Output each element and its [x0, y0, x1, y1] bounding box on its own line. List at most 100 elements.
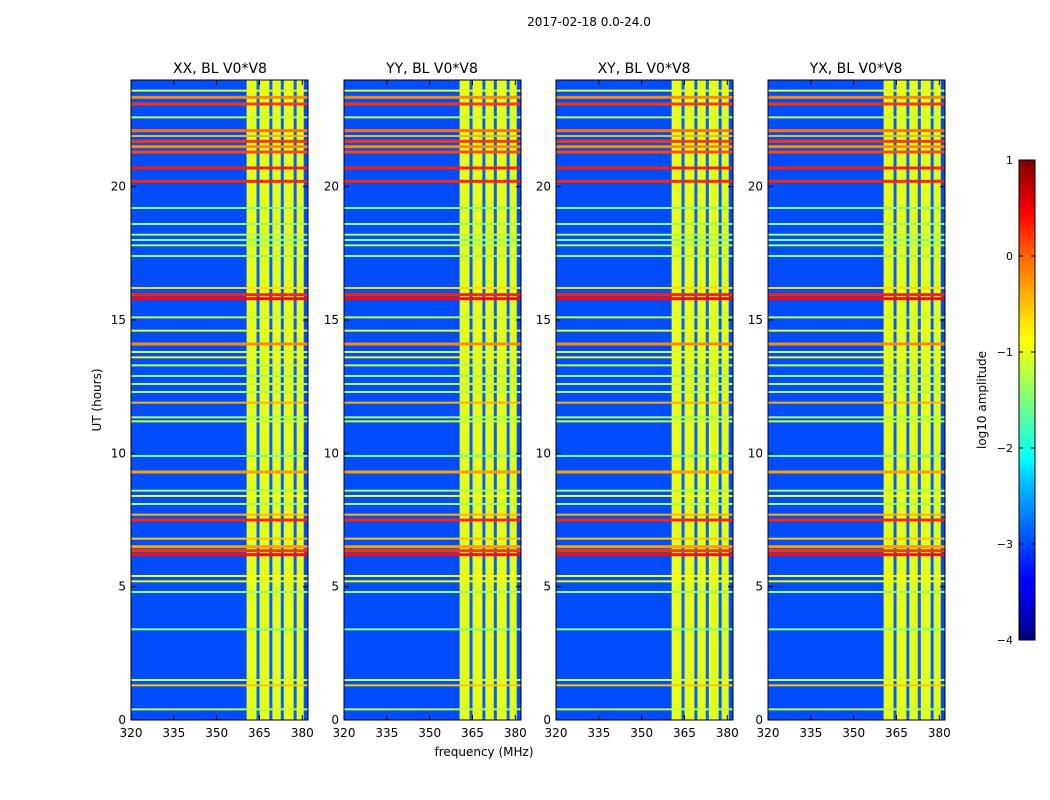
rfi-line: [556, 207, 733, 209]
x-tick-label: 365: [885, 726, 908, 740]
rfi-line: [131, 239, 308, 241]
heatmap-xy: [556, 80, 733, 720]
colorbar: 1 0 −1 −2 −3 −4 log10 amplitude: [975, 154, 1036, 647]
colorbar-tick-label: −3: [997, 538, 1013, 551]
x-tick-label: 335: [162, 726, 185, 740]
rfi-line: [768, 518, 945, 522]
rfi-line: [768, 383, 945, 385]
y-tick-label: 10: [748, 446, 763, 460]
rfi-line: [131, 470, 308, 474]
rfi-line: [131, 416, 308, 419]
figure-title: 2017-02-18 0.0-24.0: [527, 15, 651, 29]
rfi-line: [768, 628, 945, 631]
rfi-line: [556, 145, 733, 149]
y-axis-label: UT (hours): [90, 368, 104, 431]
rfi-line: [131, 503, 308, 505]
x-tick-label: 320: [545, 726, 568, 740]
rfi-line: [344, 207, 521, 209]
subband-gap: [293, 80, 297, 720]
rfi-line: [131, 489, 308, 492]
panel-xx: XX, BL V0*V8 320 335 350 365 380 0 5 10 15 20: [111, 61, 314, 740]
rfi-line: [768, 129, 945, 133]
rfi-line: [556, 375, 733, 377]
rfi-line: [556, 351, 733, 353]
x-axis-label: frequency (MHz): [434, 745, 533, 759]
rfi-line: [768, 135, 945, 137]
rfi-line: [344, 139, 521, 143]
subband-gap: [506, 80, 510, 720]
y-tick-label: 20: [536, 180, 551, 194]
y-tick-label: 0: [755, 713, 763, 727]
rfi-line: [556, 244, 733, 247]
rfi-line: [344, 537, 521, 540]
rfi-line: [344, 455, 521, 457]
rfi-line: [768, 391, 945, 393]
rfi-line: [768, 145, 945, 149]
rfi-line: [344, 150, 521, 154]
y-tick-label: 5: [118, 580, 126, 594]
rfi-line: [344, 364, 521, 367]
rfi-line: [344, 351, 521, 353]
rfi-line: [556, 513, 733, 516]
rfi-line: [131, 287, 308, 289]
rfi-line: [344, 580, 521, 583]
rfi-line: [556, 129, 733, 133]
rfi-line: [131, 179, 308, 183]
x-tick-label: 350: [630, 726, 653, 740]
rfi-line: [131, 513, 308, 516]
rfi-line: [131, 375, 308, 377]
y-tick-label: 10: [324, 446, 339, 460]
rfi-line: [131, 150, 308, 154]
y-tick-label: 20: [324, 180, 339, 194]
rfi-line: [768, 401, 945, 404]
rfi-line: [768, 150, 945, 154]
rfi-line: [768, 329, 945, 332]
rfi-line: [556, 383, 733, 385]
rfi-line: [768, 513, 945, 516]
y-tick-label: 15: [536, 313, 551, 327]
rfi-line: [344, 102, 521, 106]
rfi-line: [131, 89, 308, 92]
rfi-line: [131, 684, 308, 687]
rfi-line: [131, 575, 308, 577]
rfi-line: [131, 553, 308, 557]
x-tick-label: 320: [120, 726, 143, 740]
rfi-line: [131, 391, 308, 393]
rfi-line: [131, 223, 308, 225]
rfi-line: [344, 513, 521, 516]
plot-frame-xy: [555, 79, 734, 721]
ticks-yx: 320 335 350 365 380 0 5 10 15 20: [748, 80, 951, 740]
colorbar-label: log10 amplitude: [975, 351, 989, 449]
rfi-line: [768, 244, 945, 247]
rfi-line: [768, 495, 945, 497]
rfi-line: [556, 356, 733, 359]
rfi-line: [556, 679, 733, 681]
rfi-line: [344, 233, 521, 236]
rfi-line: [131, 139, 308, 143]
rfi-line: [131, 364, 308, 367]
rfi-line: [556, 684, 733, 687]
y-tick-label: 15: [748, 313, 763, 327]
panel-title-yy: YY, BL V0*V8: [385, 61, 478, 77]
heatmap-yx: [768, 80, 945, 720]
rfi-line: [556, 179, 733, 183]
rfi-line: [556, 503, 733, 505]
rfi-line: [768, 420, 945, 423]
rfi-line: [556, 287, 733, 289]
y-tick-label: 20: [748, 180, 763, 194]
rfi-line: [556, 166, 733, 170]
rfi-line: [768, 207, 945, 209]
x-tick-label: 320: [333, 726, 356, 740]
panel-yy: YY, BL V0*V8 320 335 350 365 380 0 5 10 15 20: [324, 61, 527, 740]
ticks-xy: 320 335 350 365 380 0 5 10 15 20: [536, 80, 739, 740]
rfi-line: [556, 455, 733, 457]
rfi-line: [131, 233, 308, 236]
colorbar-tick-label: −1: [997, 346, 1013, 359]
rfi-line: [556, 420, 733, 423]
rfi-line: [556, 255, 733, 257]
rfi-line: [556, 233, 733, 236]
rfi-line: [768, 293, 945, 297]
rfi-line: [768, 116, 945, 119]
rfi-line: [768, 537, 945, 540]
rfi-line: [556, 580, 733, 583]
